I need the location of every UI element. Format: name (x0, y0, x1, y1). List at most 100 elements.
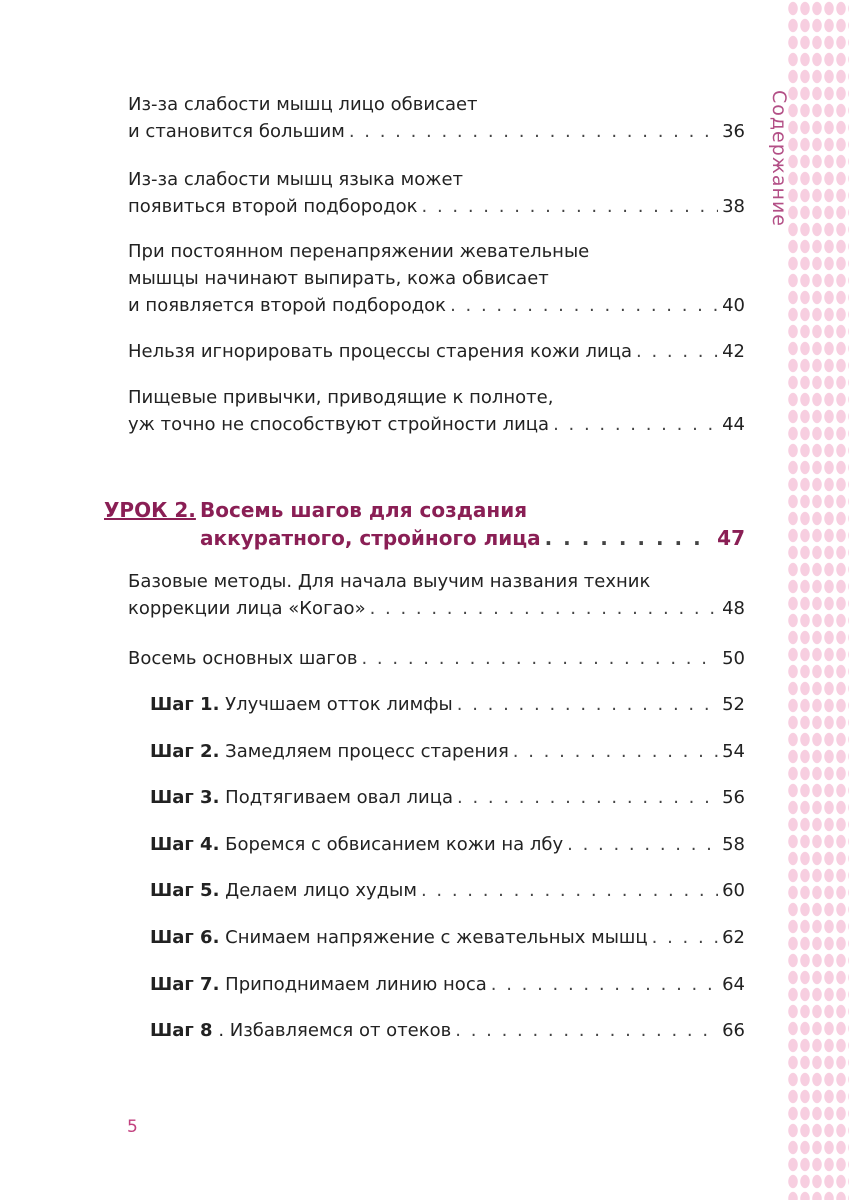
page-ref: 38 (722, 196, 745, 217)
toc-entry[interactable]: Базовые методы. Для начала выучим назван… (128, 568, 745, 622)
step-title: Снимаем напряжение с жевательных мышц (225, 927, 648, 948)
toc-entry[interactable]: Из-за слабости мышц языка может появиться… (128, 166, 745, 220)
step-label: Шаг 4. (150, 833, 220, 855)
toc-entry[interactable]: Пищевые привычки, приводящие к полноте, у… (128, 384, 745, 438)
step-entry[interactable]: Шаг 2. Замедляем процесс старения 54 (150, 738, 745, 765)
entry-line: появиться второй подбородок (128, 196, 418, 217)
step-line: Шаг 1. Улучшаем отток лимфы 52 (150, 691, 745, 718)
step-entry[interactable]: Шаг 5. Делаем лицо худым 60 (150, 877, 745, 904)
dot-leader (450, 292, 718, 319)
dot-leader (545, 524, 714, 552)
decorative-dot-border (787, 0, 849, 1200)
step-label: Шаг 1. (150, 694, 220, 715)
step-title: Замедляем процесс старения (225, 740, 509, 762)
step-text: Шаг 5. Делаем лицо худым (150, 877, 417, 904)
page-ref: 42 (722, 341, 745, 362)
entry-line: Нельзя игнорировать процессы старения ко… (128, 341, 632, 362)
step-text: Шаг 8 . Избавляемся от отеков (150, 1017, 451, 1044)
page-ref: 36 (722, 121, 745, 142)
toc-entry[interactable]: Восемь основных шагов 50 (128, 645, 745, 672)
dot-leader (636, 338, 718, 365)
entry-line: Пищевые привычки, приводящие к полноте, (128, 387, 554, 408)
page-ref: 62 (722, 927, 745, 948)
entry-line: При постоянном перенапряжении жевательны… (128, 241, 590, 262)
toc-entry[interactable]: Нельзя игнорировать процессы старения ко… (128, 338, 745, 365)
entry-last-line: Нельзя игнорировать процессы старения ко… (128, 338, 745, 365)
step-title: Боремся с обвисанием кожи на лбу (225, 833, 564, 855)
step-entry[interactable]: Шаг 8 . Избавляемся от отеков 66 (150, 1017, 745, 1044)
step-line: Шаг 7. Приподнимаем линию носа 64 (150, 971, 745, 998)
page-number: 5 (127, 1117, 138, 1137)
entry-last-line: появиться второй подбородок 38 (128, 193, 745, 220)
page-ref: 44 (722, 414, 745, 435)
step-label: Шаг 8 (150, 1020, 213, 1042)
dot-leader (370, 595, 719, 622)
step-line: Шаг 5. Делаем лицо худым 60 (150, 877, 745, 904)
step-title: Подтягиваем овал лица (225, 787, 453, 809)
dot-leader (491, 971, 718, 998)
toc-entry[interactable]: При постоянном перенапряжении жевательны… (128, 238, 745, 319)
entry-line: Из-за слабости мышц языка может (128, 169, 464, 190)
dot-leader (513, 738, 718, 765)
dot-leader (553, 411, 718, 438)
toc-entry[interactable]: Из-за слабости мышц лицо обвисает и стано… (128, 91, 745, 145)
step-title: . Избавляемся от отеков (218, 1020, 452, 1042)
entry-line: уж точно не способствуют стройности лица (128, 414, 550, 435)
lesson-title-line: аккуратного, стройного лица (200, 526, 541, 550)
entry-last-line: и появляется второй подбородок 40 (128, 292, 745, 319)
step-text: Шаг 7. Приподнимаем линию носа (150, 971, 487, 998)
entry-line: и становится большим (128, 121, 345, 142)
step-line: Шаг 4. Боремся с обвисанием кожи на лбу 5… (150, 831, 745, 858)
dot-leader (567, 831, 718, 858)
page-ref: 52 (722, 694, 745, 715)
step-entry[interactable]: Шаг 1. Улучшаем отток лимфы 52 (150, 691, 745, 718)
page-ref: 54 (722, 740, 745, 762)
dot-leader (361, 645, 718, 672)
entry-line: Восемь основных шагов (128, 648, 358, 669)
step-title: Улучшаем отток лимфы (225, 694, 453, 715)
dot-leader (457, 691, 718, 718)
entry-last-line: уж точно не способствуют стройности лица… (128, 411, 745, 438)
step-line: Шаг 2. Замедляем процесс старения 54 (150, 738, 745, 765)
entry-line: коррекции лица «Когао» (128, 598, 366, 619)
step-text: Шаг 2. Замедляем процесс старения (150, 738, 509, 765)
page-ref: 64 (722, 973, 745, 995)
step-text: Шаг 6. Снимаем напряжение с жевательных … (150, 924, 648, 951)
page-ref: 47 (717, 526, 745, 550)
step-label: Шаг 3. (150, 787, 220, 809)
step-title: Делаем лицо худым (225, 880, 417, 902)
lesson-heading[interactable]: УРОК 2. Восемь шагов для создания аккура… (104, 496, 745, 552)
page-ref: 58 (722, 833, 745, 855)
step-entry[interactable]: Шаг 4. Боремся с обвисанием кожи на лбу 5… (150, 831, 745, 858)
step-entry[interactable]: Шаг 3. Подтягиваем овал лица 56 (150, 784, 745, 811)
step-label: Шаг 2. (150, 740, 220, 762)
entry-line: Базовые методы. Для начала выучим назван… (128, 571, 651, 592)
page-ref: 48 (722, 598, 745, 619)
step-text: Шаг 4. Боремся с обвисанием кожи на лбу (150, 831, 563, 858)
page-ref: 50 (722, 648, 745, 669)
entry-last-line: коррекции лица «Когао» 48 (128, 595, 745, 622)
dot-leader (652, 924, 718, 951)
step-title: Приподнимаем линию носа (225, 973, 487, 995)
step-line: Шаг 8 . Избавляемся от отеков 66 (150, 1017, 745, 1044)
step-entry[interactable]: Шаг 6. Снимаем напряжение с жевательных … (150, 924, 745, 951)
entry-line: Из-за слабости мышц лицо обвисает (128, 94, 478, 115)
entry-line: и появляется второй подбородок (128, 295, 447, 316)
step-line: Шаг 3. Подтягиваем овал лица 56 (150, 784, 745, 811)
section-title: Содержание (768, 90, 790, 227)
entry-last-line: и становится большим 36 (128, 118, 745, 145)
step-entry[interactable]: Шаг 7. Приподнимаем линию носа 64 (150, 971, 745, 998)
step-text: Шаг 1. Улучшаем отток лимфы (150, 691, 453, 718)
page-ref: 66 (722, 1020, 745, 1042)
step-label: Шаг 5. (150, 880, 220, 902)
dot-leader (421, 877, 718, 904)
lesson-title-line: Восемь шагов для создания (200, 498, 528, 522)
step-label: Шаг 6. (150, 927, 220, 948)
entry-line: мышцы начинают выпирать, кожа обвисает (128, 268, 549, 289)
dot-leader (455, 1017, 718, 1044)
entry-last-line: Восемь основных шагов 50 (128, 645, 745, 672)
page-ref: 40 (722, 295, 745, 316)
page-ref: 56 (722, 787, 745, 809)
dot-leader (349, 118, 718, 145)
step-text: Шаг 3. Подтягиваем овал лица (150, 784, 453, 811)
